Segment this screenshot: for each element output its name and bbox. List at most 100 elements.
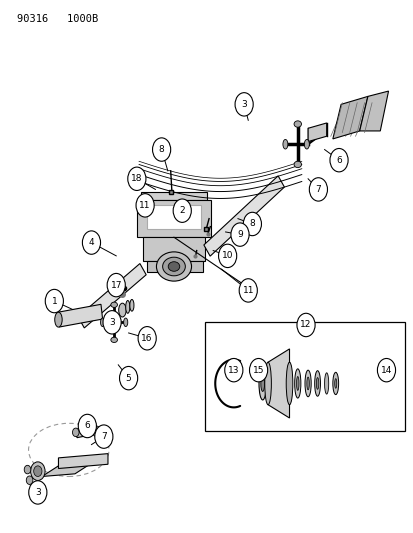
Circle shape (72, 428, 79, 437)
Circle shape (239, 279, 257, 302)
Circle shape (230, 223, 249, 246)
Text: 12: 12 (299, 320, 311, 329)
Ellipse shape (119, 303, 126, 317)
Ellipse shape (304, 370, 311, 397)
Text: 10: 10 (221, 252, 233, 260)
Ellipse shape (33, 466, 42, 477)
Circle shape (329, 149, 347, 172)
Polygon shape (147, 205, 200, 229)
Text: 3: 3 (241, 100, 247, 109)
Circle shape (45, 289, 63, 313)
Ellipse shape (293, 121, 301, 127)
Ellipse shape (100, 318, 104, 327)
Polygon shape (147, 261, 171, 272)
Circle shape (103, 311, 121, 334)
Circle shape (107, 273, 125, 297)
Ellipse shape (285, 362, 292, 405)
Circle shape (173, 199, 191, 222)
Polygon shape (268, 349, 289, 418)
Polygon shape (359, 91, 388, 131)
Circle shape (26, 476, 33, 484)
Text: 8: 8 (158, 145, 164, 154)
Circle shape (119, 367, 138, 390)
Text: 2: 2 (179, 206, 185, 215)
Polygon shape (203, 176, 284, 256)
Circle shape (152, 138, 170, 161)
Polygon shape (57, 304, 102, 327)
Text: 4: 4 (88, 238, 94, 247)
Ellipse shape (316, 377, 318, 389)
Ellipse shape (126, 301, 130, 313)
Circle shape (136, 193, 154, 217)
Ellipse shape (306, 377, 309, 390)
Text: 7: 7 (101, 432, 107, 441)
Ellipse shape (293, 161, 301, 167)
Ellipse shape (162, 257, 185, 276)
Ellipse shape (332, 372, 338, 394)
Text: 3: 3 (35, 488, 40, 497)
Text: 16: 16 (141, 334, 152, 343)
Text: 14: 14 (380, 366, 391, 375)
Ellipse shape (304, 140, 309, 149)
Circle shape (218, 244, 236, 268)
Text: 13: 13 (228, 366, 239, 375)
Text: 11: 11 (242, 286, 254, 295)
Circle shape (92, 426, 100, 437)
Polygon shape (141, 192, 206, 200)
Ellipse shape (296, 376, 298, 390)
Circle shape (82, 231, 100, 254)
Ellipse shape (294, 369, 300, 398)
Circle shape (95, 425, 113, 448)
Text: 17: 17 (110, 280, 122, 289)
Circle shape (249, 359, 267, 382)
Circle shape (138, 327, 156, 350)
Polygon shape (137, 200, 211, 237)
Circle shape (78, 414, 96, 438)
Ellipse shape (260, 375, 264, 391)
Text: 3: 3 (109, 318, 115, 327)
Text: 15: 15 (252, 366, 263, 375)
Circle shape (24, 465, 31, 474)
Text: 18: 18 (131, 174, 142, 183)
Text: 9: 9 (237, 230, 242, 239)
Ellipse shape (156, 252, 191, 281)
Text: 90316   1000B: 90316 1000B (17, 14, 98, 24)
Ellipse shape (168, 262, 179, 271)
Ellipse shape (130, 300, 134, 311)
Polygon shape (332, 96, 367, 139)
Text: 7: 7 (315, 185, 320, 194)
Ellipse shape (111, 302, 117, 308)
Polygon shape (307, 123, 326, 142)
Ellipse shape (264, 362, 271, 405)
Bar (204, 322, 404, 431)
Ellipse shape (55, 312, 62, 327)
Polygon shape (42, 463, 91, 477)
Polygon shape (143, 237, 204, 261)
Text: 8: 8 (249, 220, 255, 229)
Circle shape (235, 93, 253, 116)
Ellipse shape (31, 462, 45, 480)
Ellipse shape (324, 373, 328, 394)
Circle shape (243, 212, 261, 236)
Ellipse shape (123, 318, 128, 327)
Circle shape (28, 481, 47, 504)
Circle shape (128, 167, 145, 190)
Polygon shape (58, 454, 108, 469)
Circle shape (224, 359, 242, 382)
Ellipse shape (334, 378, 336, 388)
Ellipse shape (111, 337, 117, 343)
Polygon shape (78, 263, 146, 328)
Circle shape (296, 313, 314, 337)
Text: 1: 1 (51, 296, 57, 305)
Text: 5: 5 (126, 374, 131, 383)
Ellipse shape (259, 367, 266, 400)
Text: 6: 6 (84, 422, 90, 431)
Circle shape (309, 177, 327, 201)
Polygon shape (75, 426, 95, 438)
Text: 6: 6 (335, 156, 341, 165)
Ellipse shape (314, 370, 320, 396)
Text: 11: 11 (139, 201, 150, 210)
Circle shape (377, 359, 394, 382)
Ellipse shape (282, 140, 287, 149)
Polygon shape (178, 261, 202, 272)
